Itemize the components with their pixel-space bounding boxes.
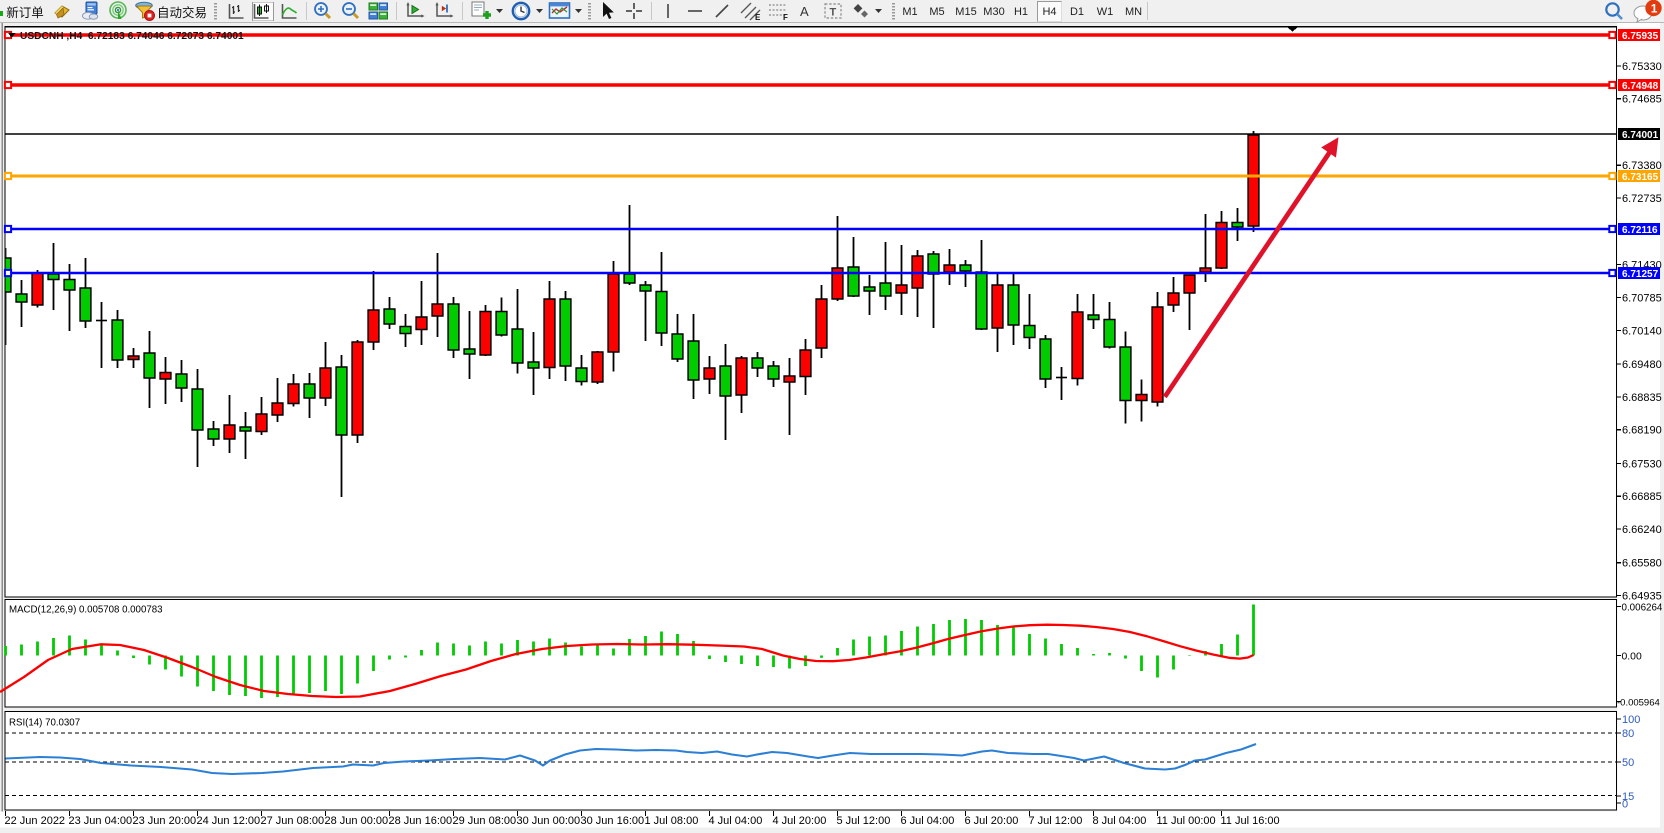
svg-text:27 Jun 08:00: 27 Jun 08:00 [261,815,325,827]
svg-text:6.72735: 6.72735 [1622,193,1662,205]
svg-text:1: 1 [1651,1,1658,15]
svg-text:RSI(14) 70.0307: RSI(14) 70.0307 [9,718,80,729]
svg-text:6 Jul 20:00: 6 Jul 20:00 [965,815,1019,827]
svg-text:8 Jul 04:00: 8 Jul 04:00 [1093,815,1147,827]
svg-text:6.67530: 6.67530 [1622,458,1662,470]
svg-text:29 Jun 08:00: 29 Jun 08:00 [453,815,517,827]
svg-text:6.74948: 6.74948 [1622,81,1659,92]
svg-text:6.68190: 6.68190 [1622,425,1662,437]
svg-text:30 Jun 16:00: 30 Jun 16:00 [581,815,645,827]
svg-text:24 Jun 12:00: 24 Jun 12:00 [197,815,261,827]
svg-text:6.66240: 6.66240 [1622,524,1662,536]
svg-text:E: E [755,13,761,21]
svg-text:6.70140: 6.70140 [1622,325,1662,337]
svg-text:6.66885: 6.66885 [1622,491,1662,503]
svg-text:T: T [830,7,837,19]
svg-text:USDCNH ,H4 6.72183 6.74046 6.: USDCNH ,H4 6.72183 6.74046 6.72073 6.740… [20,31,244,42]
svg-text:11 Jul 00:00: 11 Jul 00:00 [1157,815,1216,827]
svg-text:6.69480: 6.69480 [1622,359,1662,371]
svg-text:6.70785: 6.70785 [1622,293,1662,305]
svg-text:4 Jul 04:00: 4 Jul 04:00 [709,815,763,827]
svg-text:0.006264: 0.006264 [1622,603,1663,614]
svg-text:28 Jun 16:00: 28 Jun 16:00 [389,815,453,827]
svg-text:6.68835: 6.68835 [1622,392,1662,404]
svg-text:6.73165: 6.73165 [1622,172,1659,183]
svg-text:23 Jun 20:00: 23 Jun 20:00 [133,815,197,827]
svg-text:6.64935: 6.64935 [1622,591,1662,603]
svg-text:11 Jul 16:00: 11 Jul 16:00 [1221,815,1280,827]
svg-text:80: 80 [1622,728,1634,740]
svg-text:23 Jun 04:00: 23 Jun 04:00 [69,815,133,827]
svg-text:30 Jun 00:00: 30 Jun 00:00 [517,815,581,827]
svg-text:-0.005964: -0.005964 [1617,697,1660,708]
svg-text:6.71257: 6.71257 [1622,269,1659,280]
svg-text:6 Jul 04:00: 6 Jul 04:00 [901,815,955,827]
svg-text:1 Jul 08:00: 1 Jul 08:00 [645,815,699,827]
svg-text:6.73380: 6.73380 [1622,160,1662,172]
svg-text:MACD(12,26,9) 0.005708 0.00078: MACD(12,26,9) 0.005708 0.000783 [9,605,163,616]
svg-text:22 Jun 2022: 22 Jun 2022 [5,815,66,827]
svg-text:0: 0 [1622,799,1628,811]
svg-text:6.65580: 6.65580 [1622,558,1662,570]
svg-text:6.74685: 6.74685 [1622,94,1662,106]
svg-text:6.75330: 6.75330 [1622,61,1662,73]
svg-text:4 Jul 20:00: 4 Jul 20:00 [773,815,827,827]
svg-text:5 Jul 12:00: 5 Jul 12:00 [837,815,891,827]
svg-text:28 Jun 00:00: 28 Jun 00:00 [325,815,389,827]
svg-text:7 Jul 12:00: 7 Jul 12:00 [1029,815,1083,827]
svg-text:6.74001: 6.74001 [1622,130,1659,141]
svg-text:100: 100 [1622,714,1640,726]
svg-text:0.00: 0.00 [1622,652,1642,663]
svg-text:6.72116: 6.72116 [1622,225,1658,236]
svg-text:A: A [800,4,809,19]
svg-text:F: F [783,13,788,21]
svg-text:6.75935: 6.75935 [1622,31,1659,42]
svg-text:50: 50 [1622,757,1634,769]
svg-text:15: 15 [1622,791,1634,803]
